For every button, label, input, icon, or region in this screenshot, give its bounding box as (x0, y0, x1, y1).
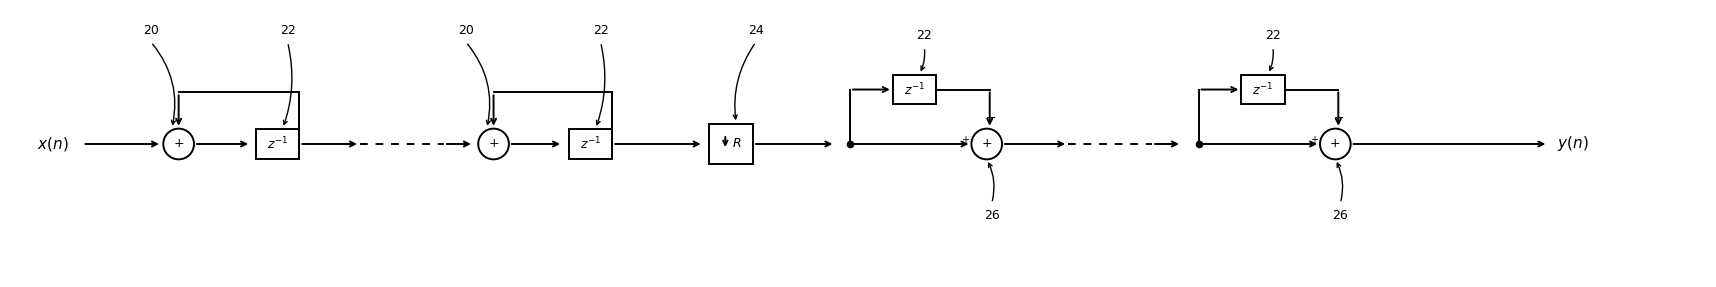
Text: 22: 22 (916, 29, 932, 42)
Bar (256, 129, 300, 159)
Text: R: R (733, 137, 741, 150)
Text: 22: 22 (592, 24, 609, 37)
Text: $x(n)$: $x(n)$ (38, 135, 69, 153)
Text: $z^{-1}$: $z^{-1}$ (268, 136, 288, 152)
Text: 20: 20 (142, 24, 160, 37)
Bar (1241, 75, 1285, 104)
Text: +: + (982, 137, 992, 150)
Text: $z^{-1}$: $z^{-1}$ (904, 81, 925, 98)
Text: −: − (1333, 112, 1345, 125)
Text: $z^{-1}$: $z^{-1}$ (580, 136, 601, 152)
Text: −: − (985, 112, 995, 125)
Text: +: + (1330, 137, 1340, 150)
Bar (568, 129, 613, 159)
Bar (892, 75, 937, 104)
Text: +: + (173, 137, 184, 150)
Text: 22: 22 (1265, 29, 1280, 42)
Text: 24: 24 (748, 24, 764, 37)
Text: 26: 26 (1332, 209, 1349, 222)
Text: +: + (961, 135, 970, 145)
Text: 26: 26 (983, 209, 999, 222)
Text: $z^{-1}$: $z^{-1}$ (1253, 81, 1273, 98)
Text: 22: 22 (280, 24, 295, 37)
Bar (709, 124, 753, 164)
Text: 20: 20 (458, 24, 474, 37)
Text: +: + (1309, 135, 1318, 145)
Text: +: + (489, 137, 499, 150)
Text: $y(n)$: $y(n)$ (1556, 135, 1589, 154)
